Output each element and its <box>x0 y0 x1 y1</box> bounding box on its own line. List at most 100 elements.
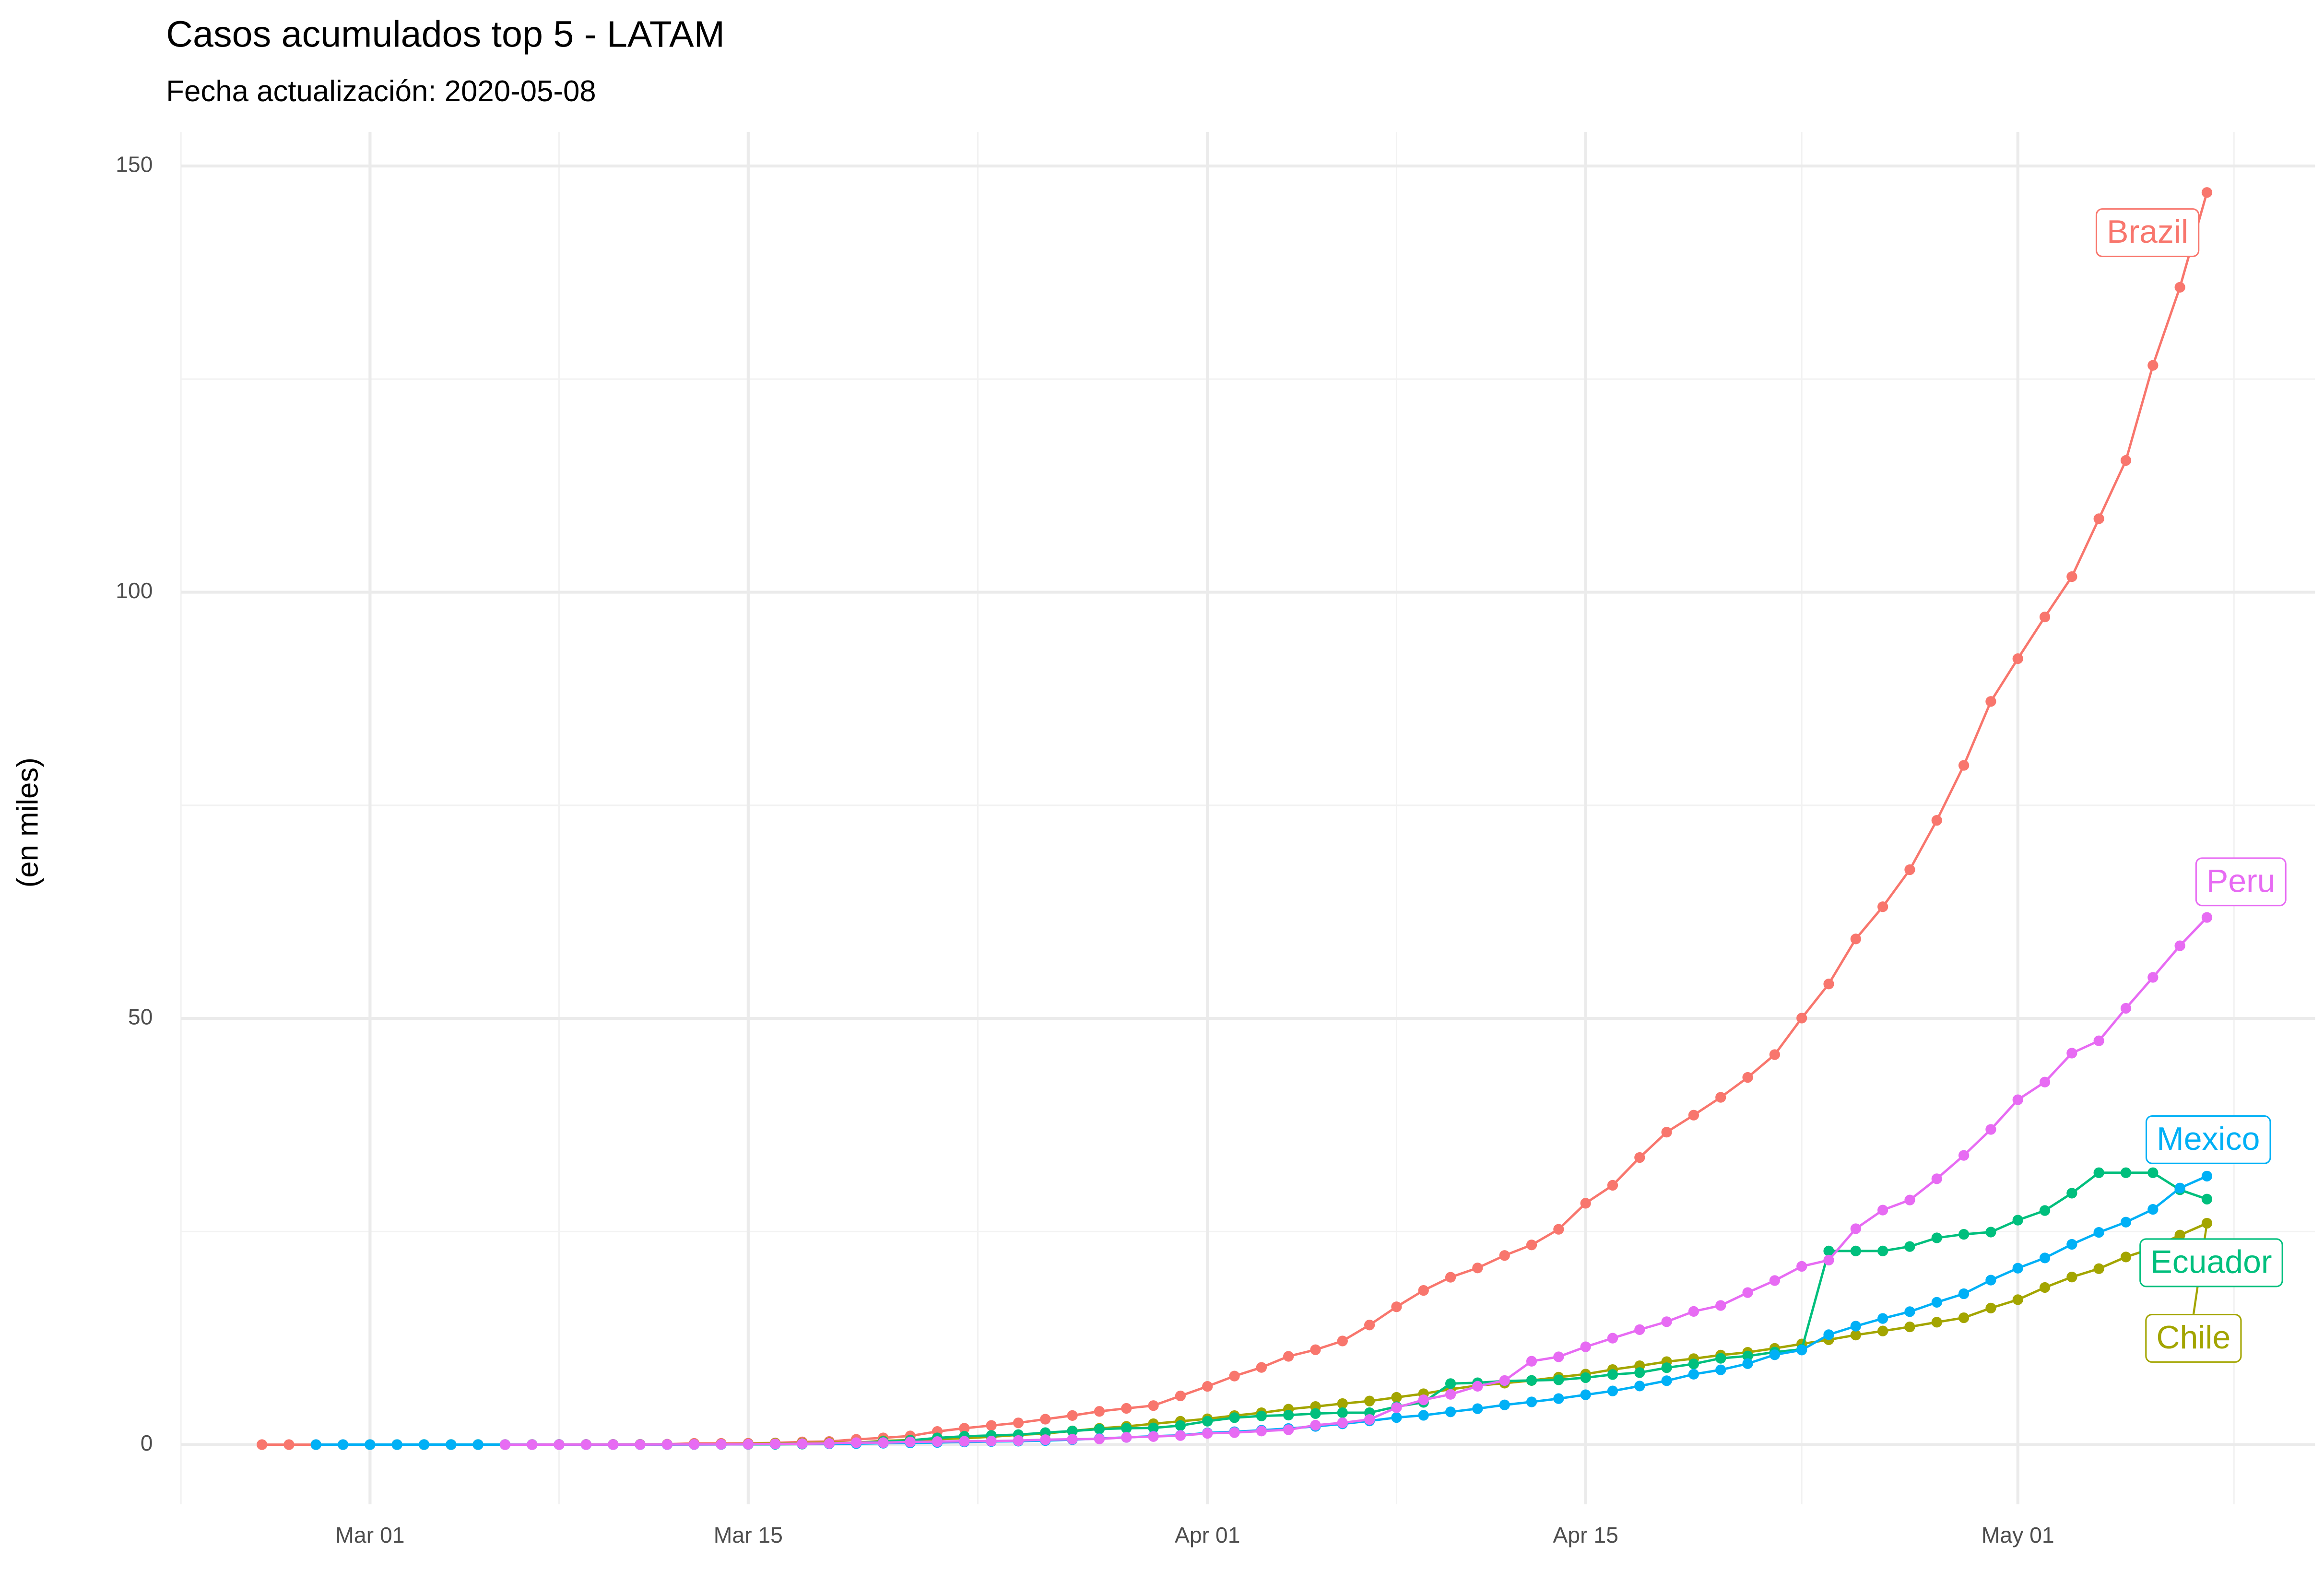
data-point <box>2066 1048 2077 1059</box>
data-point <box>2066 571 2077 582</box>
data-point <box>1850 1321 1861 1332</box>
data-point <box>2012 1294 2023 1305</box>
data-point <box>1229 1427 1240 1438</box>
data-point <box>1688 1369 1699 1380</box>
data-point <box>1904 1321 1915 1333</box>
data-point <box>1688 1110 1699 1121</box>
data-point <box>2093 1227 2104 1238</box>
data-point <box>1553 1351 1564 1362</box>
data-point <box>1337 1398 1348 1409</box>
x-tick-label: Apr 15 <box>1553 1523 1618 1547</box>
data-point <box>1904 1306 1915 1317</box>
data-point <box>1418 1285 1429 1296</box>
data-point <box>1391 1392 1402 1403</box>
data-point <box>2066 1239 2077 1250</box>
data-point <box>1742 1358 1753 1369</box>
data-point <box>2039 1205 2051 1216</box>
data-point <box>2174 282 2185 293</box>
data-point <box>1526 1375 1537 1386</box>
data-point <box>1958 1312 1970 1323</box>
data-point <box>1904 864 1915 875</box>
data-point <box>959 1436 970 1447</box>
data-point <box>1634 1381 1645 1392</box>
data-point <box>2201 1170 2213 1181</box>
data-point <box>2039 611 2051 623</box>
data-point <box>1580 1372 1591 1383</box>
data-point <box>391 1439 402 1450</box>
x-tick-label: Mar 01 <box>335 1523 404 1547</box>
data-point <box>1256 1362 1267 1373</box>
data-point <box>1148 1422 1159 1433</box>
data-point <box>1553 1374 1564 1385</box>
data-point <box>1985 1275 1996 1286</box>
data-point <box>2093 1263 2104 1274</box>
series-label: Mexico <box>2157 1121 2260 1157</box>
data-point <box>1499 1399 1510 1410</box>
data-point <box>1580 1198 1591 1209</box>
data-point <box>1823 1329 1834 1340</box>
data-point <box>2120 455 2132 466</box>
data-point <box>580 1439 592 1450</box>
data-point <box>1202 1416 1213 1427</box>
data-point <box>256 1439 268 1450</box>
data-point <box>1715 1092 1726 1103</box>
data-point <box>1391 1301 1402 1312</box>
series <box>499 912 2213 1450</box>
data-point <box>2120 1252 2132 1263</box>
data-point <box>1229 1370 1240 1382</box>
data-point <box>1904 1194 1915 1205</box>
data-point <box>446 1439 457 1450</box>
data-point <box>1742 1350 1753 1361</box>
data-point <box>1985 696 1996 707</box>
data-point <box>1850 1329 1861 1341</box>
data-point <box>1445 1378 1456 1389</box>
data-point <box>2039 1282 2051 1293</box>
data-point <box>1121 1403 1132 1414</box>
data-point <box>1310 1419 1321 1431</box>
data-point <box>1418 1410 1429 1421</box>
data-point <box>1148 1431 1159 1442</box>
series-label-box <box>2095 208 2200 258</box>
data-point <box>1499 1250 1510 1261</box>
data-point <box>1499 1375 1510 1386</box>
data-point <box>1580 1389 1591 1400</box>
data-point <box>1526 1356 1537 1367</box>
data-point <box>1931 1232 1942 1243</box>
data-point <box>2012 1215 2023 1226</box>
y-tick-label: 100 <box>116 578 153 603</box>
data-point <box>1202 1381 1213 1392</box>
data-point <box>2174 1229 2185 1240</box>
data-point <box>2174 1182 2185 1193</box>
data-point <box>2174 940 2185 951</box>
data-point <box>2201 1217 2213 1229</box>
data-point <box>1688 1358 1699 1370</box>
y-tick-label: 0 <box>141 1430 153 1455</box>
data-point <box>1715 1353 1726 1364</box>
data-point <box>1985 1124 1996 1135</box>
data-point <box>986 1436 997 1447</box>
series-label-box <box>2195 857 2287 907</box>
data-point <box>1661 1362 1672 1373</box>
data-point <box>1877 1313 1888 1324</box>
data-point <box>1094 1424 1105 1435</box>
data-point <box>1769 1049 1781 1060</box>
data-point <box>1850 1245 1861 1256</box>
data-point <box>1742 1287 1753 1298</box>
data-point <box>661 1439 673 1450</box>
data-point <box>797 1438 808 1449</box>
series-label: Chile <box>2156 1319 2230 1356</box>
grid <box>180 131 2315 1504</box>
data-point <box>310 1439 321 1450</box>
data-point <box>1013 1417 1024 1429</box>
data-point <box>1931 1317 1942 1328</box>
data-point <box>608 1439 619 1450</box>
data-point <box>1337 1335 1348 1347</box>
data-point <box>1391 1412 1402 1423</box>
data-point <box>1256 1426 1267 1437</box>
data-point <box>1715 1364 1726 1375</box>
data-point <box>1472 1403 1483 1414</box>
y-axis-label: (en miles) <box>11 757 44 887</box>
data-point <box>850 1437 862 1448</box>
data-point <box>1067 1426 1078 1437</box>
data-point <box>1229 1412 1240 1423</box>
